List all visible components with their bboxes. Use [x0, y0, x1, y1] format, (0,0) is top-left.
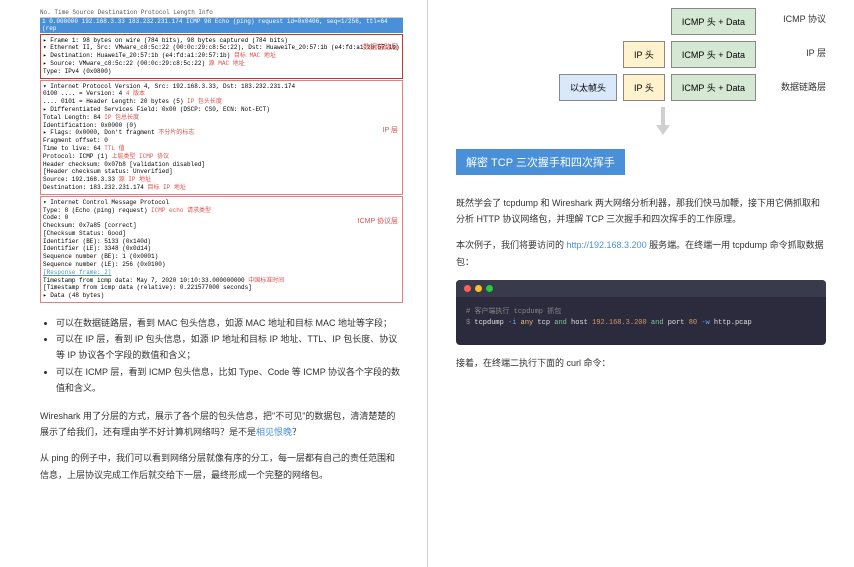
- section-title: 解密 TCP 三次握手和四次挥手: [456, 149, 625, 175]
- para-1: Wireshark 用了分层的方式，展示了各个层的包头信息，把"不可见"的数据包…: [40, 408, 403, 440]
- icmp-id-be: Identifier (BE): 5133 (0x140d): [43, 238, 400, 246]
- term-comment: # 客户端执行 tcpdump 抓包: [466, 307, 816, 318]
- ip-total: Total Length: 84 IP 包总长度: [43, 114, 400, 122]
- diagram-row-3: 以太帧头 IP 头 ICMP 头 + Data 数据链路层: [456, 74, 756, 101]
- link-server-url[interactable]: http://192.168.3.200: [567, 240, 647, 250]
- label-eth: 数据链路层: [781, 80, 826, 93]
- box-icmp-1: ICMP 头 + Data: [671, 8, 756, 35]
- dot-max-icon: [486, 285, 493, 292]
- icmp-resp-link[interactable]: [Response frame: 2]: [43, 269, 400, 277]
- icmp-line[interactable]: ▾ Internet Control Message Protocol: [43, 199, 400, 207]
- icmp-type: Type: 8 (Echo (ping) request) ICMP echo …: [43, 207, 400, 215]
- wireshark-output: No. Time Source Destination Protocol Len…: [40, 8, 403, 303]
- ip-offset: Fragment offset: 0: [43, 137, 400, 145]
- bullet-list: 可以在数据链路层，看到 MAC 包头信息，如源 MAC 地址和目标 MAC 地址…: [40, 315, 403, 396]
- frame-line[interactable]: ▸ Frame 1: 98 bytes on wire (784 bits), …: [43, 37, 400, 45]
- para-2: 从 ping 的例子中，我们可以看到网络分层就像有序的分工，每一层都有自己的责任…: [40, 450, 403, 482]
- ip-layer-label: IP 层: [383, 126, 398, 135]
- right-para-3: 接着，在终端二执行下面的 curl 命令：: [456, 355, 826, 371]
- eth-dst: ▸ Destination: HuaweiTe_20:57:1b (e4:fd:…: [43, 52, 400, 60]
- ip-layer: IP 层 ▾ Internet Protocol Version 4, Src:…: [40, 80, 403, 195]
- diagram-row-1: ICMP 头 + Data ICMP 协议: [456, 8, 756, 35]
- box-eth: 以太帧头: [559, 74, 617, 101]
- ip-src: Source: 192.168.3.33 源 IP 地址: [43, 176, 400, 184]
- ip-ttl: Time to live: 64 TTL 值: [43, 145, 400, 153]
- left-column: No. Time Source Destination Protocol Len…: [0, 0, 427, 567]
- packet-list-header: No. Time Source Destination Protocol Len…: [40, 8, 403, 18]
- arrow-down-icon: [656, 107, 670, 135]
- ip-dsf: ▸ Differentiated Services Field: 0x00 (D…: [43, 106, 400, 114]
- terminal-body: # 客户端执行 tcpdump 抓包 $ tcpdump -i any tcp …: [456, 297, 826, 345]
- diagram-row-2: IP 头 ICMP 头 + Data IP 层: [456, 41, 756, 68]
- encapsulation-diagram: ICMP 头 + Data ICMP 协议 IP 头 ICMP 头 + Data…: [456, 8, 826, 135]
- bullet-3: 可以在 ICMP 层，看到 ICMP 包头信息，比如 Type、Code 等 I…: [56, 364, 403, 396]
- box-icmp-3: ICMP 头 + Data: [671, 74, 756, 101]
- terminal-block: # 客户端执行 tcpdump 抓包 $ tcpdump -i any tcp …: [456, 280, 826, 345]
- bullet-2: 可以在 IP 层，看到 IP 包头信息，如源 IP 地址和目标 IP 地址、TT…: [56, 331, 403, 363]
- icmp-seq-le: Sequence number (LE): 256 (0x0100): [43, 261, 400, 269]
- frame-eth-layer: 数据链路层 ▸ Frame 1: 98 bytes on wire (784 b…: [40, 34, 403, 79]
- bullet-1: 可以在数据链路层，看到 MAC 包头信息，如源 MAC 地址和目标 MAC 地址…: [56, 315, 403, 331]
- icmp-data[interactable]: ▸ Data (48 bytes): [43, 292, 400, 300]
- icmp-id-le: Identifier (LE): 3348 (0x0d14): [43, 245, 400, 253]
- icmp-cksum-status: [Checksum Status: Good]: [43, 230, 400, 238]
- icmp-layer: ICMP 协议层 ▾ Internet Control Message Prot…: [40, 196, 403, 303]
- ip-hlen: .... 0101 = Header Length: 20 bytes (5) …: [43, 98, 400, 106]
- right-para-1: 既然学会了 tcpdump 和 Wireshark 两大网络分析利器，那我们快马…: [456, 195, 826, 227]
- box-ip-2: IP 头: [623, 74, 665, 101]
- icmp-cksum: Checksum: 0x7a85 [correct]: [43, 222, 400, 230]
- box-ip-1: IP 头: [623, 41, 665, 68]
- ip-flags: ▸ Flags: 0x0000, Don't fragment 不分片的标志: [43, 129, 400, 137]
- right-para-2: 本次例子，我们将要访问的 http://192.168.3.200 服务端。在终…: [456, 237, 826, 269]
- packet-row-selected[interactable]: 1 0.000000 192.168.3.33 183.232.231.174 …: [40, 18, 403, 32]
- icmp-ts: Timestamp from icmp data: May 7, 2020 10…: [43, 277, 400, 285]
- icmp-ts-rel: [Timestamp from icmp data (relative): 0.…: [43, 284, 400, 292]
- term-command: $ tcpdump -i any tcp and host 192.168.3.…: [466, 318, 816, 329]
- eth-line[interactable]: ▾ Ethernet II, Src: VMware_c8:5c:22 (00:…: [43, 44, 400, 52]
- label-icmp: ICMP 协议: [783, 12, 826, 25]
- icmp-layer-label: ICMP 协议层: [358, 217, 398, 226]
- terminal-header: [456, 280, 826, 297]
- ip-cksum-status: [Header checksum status: Unverified]: [43, 168, 400, 176]
- ip-proto: Protocol: ICMP (1) 上层类型 ICMP 协议: [43, 153, 400, 161]
- eth-src: ▸ Source: VMware_c8:5c:22 (00:0c:29:c8:5…: [43, 60, 400, 68]
- dot-close-icon: [464, 285, 471, 292]
- eth-layer-label: 数据链路层: [363, 43, 398, 52]
- icmp-seq-be: Sequence number (BE): 1 (0x0001): [43, 253, 400, 261]
- dot-min-icon: [475, 285, 482, 292]
- box-icmp-2: ICMP 头 + Data: [671, 41, 756, 68]
- ip-version: 0100 .... = Version: 4 4 版本: [43, 90, 400, 98]
- ip-dst: Destination: 183.232.231.174 目标 IP 地址: [43, 184, 400, 192]
- label-ip: IP 层: [806, 46, 826, 59]
- icmp-code: Code: 0: [43, 214, 400, 222]
- right-column: ICMP 头 + Data ICMP 协议 IP 头 ICMP 头 + Data…: [428, 0, 854, 567]
- eth-type: Type: IPv4 (0x0800): [43, 68, 400, 76]
- ip-cksum: Header checksum: 0x07b8 [validation disa…: [43, 161, 400, 169]
- link-xiangjian[interactable]: 相见恨晚: [256, 427, 292, 437]
